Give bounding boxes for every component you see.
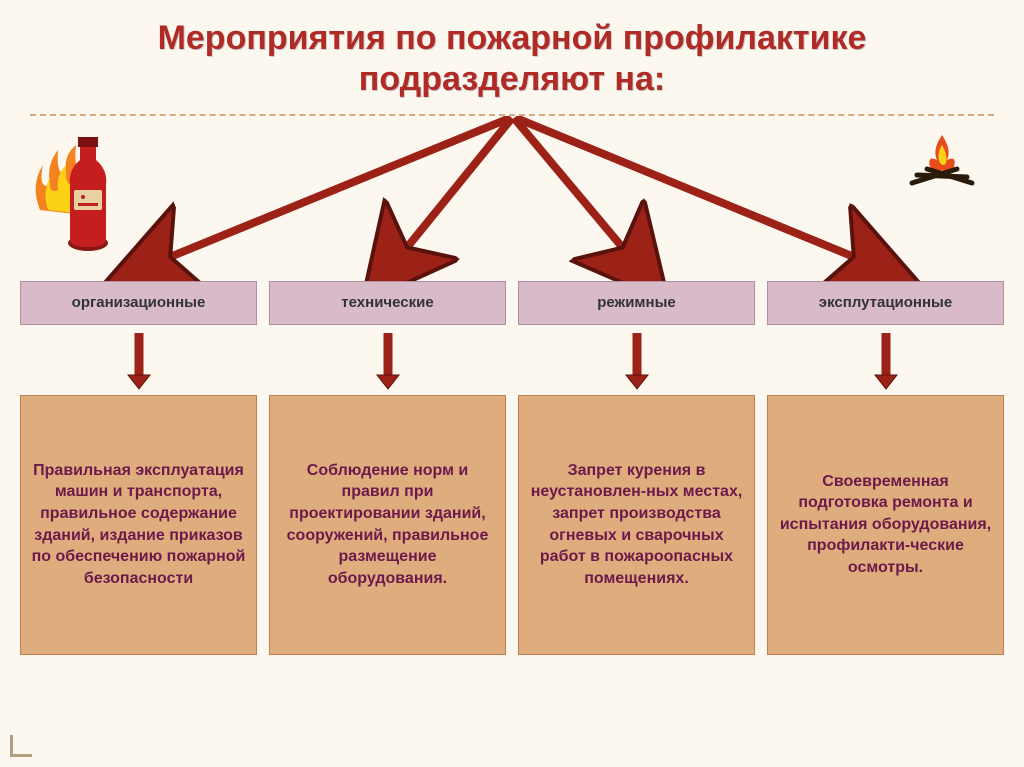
desc-organizational: Правильная эксплуатация машин и транспор… bbox=[20, 395, 257, 655]
category-row: организационные технические режимные экс… bbox=[0, 281, 1024, 325]
down-arrows-row bbox=[0, 325, 1024, 395]
diagonal-arrows-area bbox=[0, 116, 1024, 281]
category-technical: технические bbox=[269, 281, 506, 325]
page-title: Мероприятия по пожарной профилактике под… bbox=[0, 0, 1024, 108]
category-regime: режимные bbox=[518, 281, 755, 325]
category-operational: эксплутационные bbox=[767, 281, 1004, 325]
desc-technical: Соблюдение норм и правил при проектирова… bbox=[269, 395, 506, 655]
desc-regime: Запрет курения в неустановлен-ных местах… bbox=[518, 395, 755, 655]
category-organizational: организационные bbox=[20, 281, 257, 325]
description-row: Правильная эксплуатация машин и транспор… bbox=[0, 395, 1024, 655]
desc-operational: Своевременная подготовка ремонта и испыт… bbox=[767, 395, 1004, 655]
corner-mark-icon bbox=[10, 735, 32, 757]
